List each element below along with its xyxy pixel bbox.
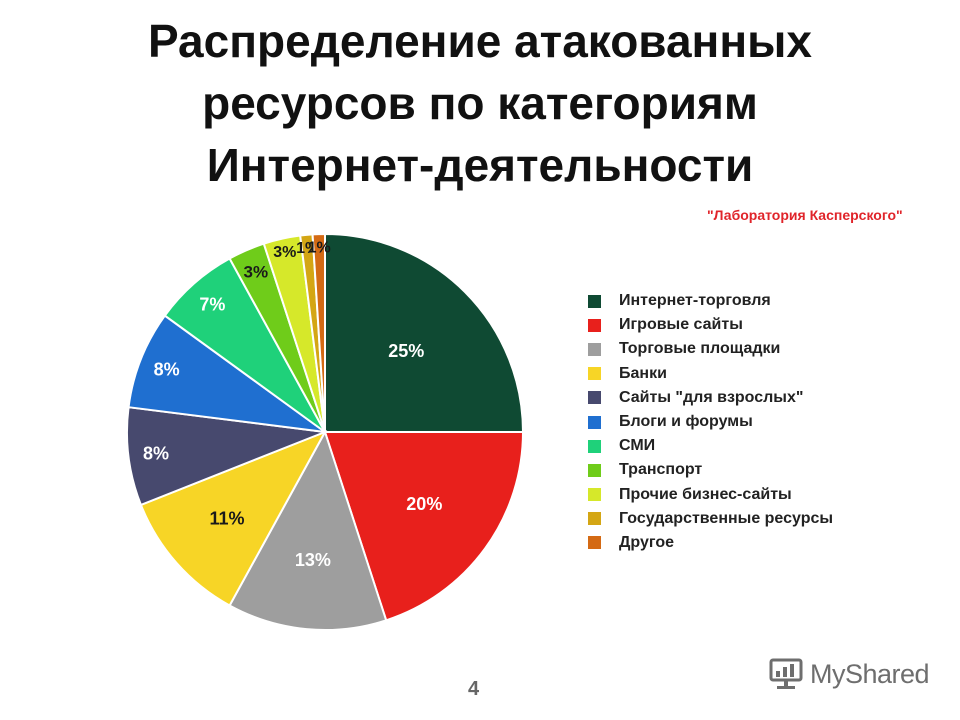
slice-label: 8% [154,359,180,379]
legend-label: Транспорт [619,461,702,479]
legend-item: Сайты "для взрослых" [588,386,833,410]
legend-swatch [588,391,601,404]
legend-label: Государственные ресурсы [619,510,833,528]
legend-swatch [588,295,601,308]
legend-item: Интернет-торговля [588,289,833,313]
brand-text: MyShared [810,659,929,690]
legend-label: Сайты "для взрослых" [619,389,803,407]
legend-item: Транспорт [588,458,833,482]
legend-swatch [588,343,601,356]
legend-item: Игровые сайты [588,313,833,337]
legend-swatch [588,488,601,501]
presentation-icon [768,658,804,690]
legend-swatch [588,319,601,332]
legend-swatch [588,464,601,477]
legend-label: Игровые сайты [619,316,743,334]
legend-swatch [588,512,601,525]
legend-label: Торговые площадки [619,340,780,358]
chart-legend: Интернет-торговля Игровые сайты Торговые п… [588,289,833,555]
legend-swatch [588,416,601,429]
legend-label: СМИ [619,437,655,455]
legend-item: СМИ [588,434,833,458]
legend-item: Другое [588,531,833,555]
pie-slice [325,234,523,432]
legend-label: Интернет-торговля [619,292,771,310]
legend-label: Блоги и форумы [619,413,753,431]
slice-label: 8% [143,443,169,463]
slice-label: 7% [199,294,225,314]
slice-label: 3% [244,263,269,282]
slice-label: 20% [406,494,442,514]
legend-label: Прочие бизнес-сайты [619,486,792,504]
brand-logo: MyShared [768,658,929,690]
legend-label: Банки [619,365,667,383]
legend-item: Торговые площадки [588,337,833,361]
legend-item: Государственные ресурсы [588,507,833,531]
legend-item: Банки [588,362,833,386]
legend-item: Прочие бизнес-сайты [588,483,833,507]
slice-label: 3% [273,244,296,261]
page-number: 4 [468,678,479,701]
slice-label: 25% [388,341,424,361]
legend-label: Другое [619,534,674,552]
slice-label: 13% [295,550,331,570]
slice-label: 1% [308,239,331,256]
slice-label: 11% [209,508,244,528]
legend-swatch [588,440,601,453]
legend-swatch [588,536,601,549]
legend-item: Блоги и форумы [588,410,833,434]
legend-swatch [588,367,601,380]
